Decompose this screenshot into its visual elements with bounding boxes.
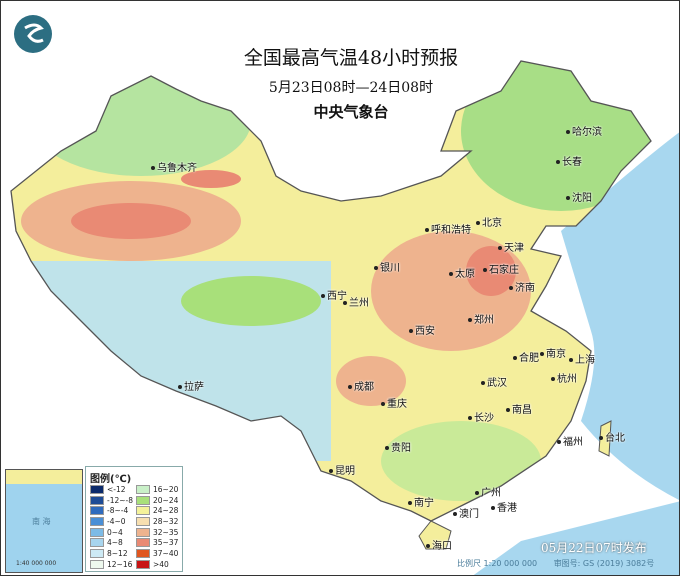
legend-item: -4~0 [90, 516, 133, 527]
issuer: 中央气象台 [313, 103, 389, 121]
legend-swatch [136, 506, 150, 516]
city-label: 沈阳 [566, 189, 592, 204]
city-label: 南昌 [506, 401, 532, 416]
legend-swatch [90, 559, 104, 569]
city-label: 拉萨 [178, 378, 204, 393]
legend-item: >40 [136, 559, 178, 570]
city-label: 西宁 [321, 287, 347, 302]
city-label: 澳门 [453, 505, 479, 520]
publish-time: 05月22日07时发布 [541, 541, 647, 555]
inset-scale: 1:40 000 000 [16, 560, 57, 567]
cma-logo [14, 15, 52, 53]
legend-item: 37~40 [136, 548, 178, 559]
city-label: 兰州 [343, 294, 369, 309]
legend-swatch [136, 559, 150, 569]
city-label: 太原 [449, 265, 475, 280]
city-label: 昆明 [329, 462, 355, 477]
city-label: 天津 [498, 239, 524, 254]
legend-title: 图例(℃) [90, 474, 132, 485]
map-title: 全国最高气温48小时预报 [243, 47, 459, 69]
legend-swatch [90, 538, 104, 548]
city-label: 北京 [476, 214, 502, 229]
legend-item: -12~-8 [90, 495, 133, 506]
legend-item: 24~28 [136, 505, 178, 516]
legend-swatch [136, 538, 150, 548]
city-label: 广州 [475, 484, 501, 499]
city-label: 台北 [599, 429, 625, 444]
map-footer: 比例尺 1:20 000 000 审图号: GS (2019) 3082号 [457, 558, 668, 569]
legend-label: 16~20 [153, 484, 179, 494]
city-label: 成都 [348, 378, 374, 393]
legend-label: 4~8 [107, 538, 123, 548]
legend-swatch [90, 484, 104, 494]
city-label: 济南 [509, 279, 535, 294]
legend-swatch [90, 527, 104, 537]
legend-swatch [136, 527, 150, 537]
city-label: 杭州 [551, 370, 577, 385]
legend-label: 28~32 [153, 516, 179, 526]
map-approval-number: 审图号: GS (2019) 3082号 [553, 559, 655, 568]
legend-item: 16~20 [136, 484, 178, 495]
forecast-period: 5月23日08时—24日08时 [268, 80, 434, 96]
legend-label: <-12 [107, 484, 126, 494]
scale-text: 比例尺 1:20 000 000 [457, 559, 538, 568]
city-label: 乌鲁木齐 [151, 159, 197, 174]
legend-swatch [136, 495, 150, 505]
legend-label: -4~0 [107, 516, 126, 526]
city-label: 海口 [426, 537, 452, 552]
legend-item: -8~-4 [90, 505, 133, 516]
legend-swatch [90, 516, 104, 526]
legend-label: 8~12 [107, 548, 128, 558]
city-label: 长春 [556, 153, 582, 168]
legend-swatch [136, 484, 150, 494]
legend-item: 12~16 [90, 559, 133, 570]
city-label: 呼和浩特 [425, 221, 471, 236]
city-label: 西安 [409, 322, 435, 337]
sea-area [561, 132, 679, 500]
legend-label: 24~28 [153, 506, 179, 516]
city-label: 石家庄 [483, 261, 519, 276]
legend-label: -12~-8 [107, 495, 134, 505]
legend-label: 0~4 [107, 527, 123, 537]
city-label: 哈尔滨 [566, 123, 602, 138]
legend-label: 20~24 [153, 495, 179, 505]
legend: 图例(℃) <-12 -12~-8 -8~-4 -4~0 0~4 4~8 8~12 12~16… [85, 466, 183, 572]
inset-sea-label: 南 海 [32, 517, 51, 526]
legend-item: 0~4 [90, 527, 133, 538]
legend-item: 20~24 [136, 495, 178, 506]
legend-item: 4~8 [90, 537, 133, 548]
legend-item: 32~35 [136, 527, 178, 538]
city-label: 重庆 [381, 395, 407, 410]
legend-swatch [90, 506, 104, 516]
city-label: 香港 [491, 499, 517, 514]
city-label: 福州 [557, 433, 583, 448]
legend-label: -8~-4 [107, 506, 129, 516]
south-sea-area [473, 501, 679, 575]
city-label: 上海 [569, 351, 595, 366]
city-label: 南宁 [408, 494, 434, 509]
legend-label: 35~37 [153, 538, 179, 548]
legend-swatch [90, 495, 104, 505]
legend-label: 32~35 [153, 527, 179, 537]
city-label: 银川 [374, 259, 400, 274]
legend-swatch [90, 548, 104, 558]
legend-item: 28~32 [136, 516, 178, 527]
legend-item: 8~12 [90, 548, 133, 559]
legend-swatch [136, 548, 150, 558]
city-label: 武汉 [481, 374, 507, 389]
legend-label: 37~40 [153, 548, 179, 558]
south-china-sea-inset: 南 海 1:40 000 000 [5, 469, 83, 573]
city-label: 贵阳 [385, 439, 411, 454]
city-label: 郑州 [468, 311, 494, 326]
city-label: 长沙 [468, 409, 494, 424]
legend-label: >40 [153, 559, 169, 569]
legend-label: 12~16 [107, 559, 133, 569]
legend-swatch [136, 516, 150, 526]
legend-item: <-12 [90, 484, 133, 495]
city-label: 合肥 [513, 349, 539, 364]
legend-item: 35~37 [136, 537, 178, 548]
city-label: 南京 [540, 345, 566, 360]
